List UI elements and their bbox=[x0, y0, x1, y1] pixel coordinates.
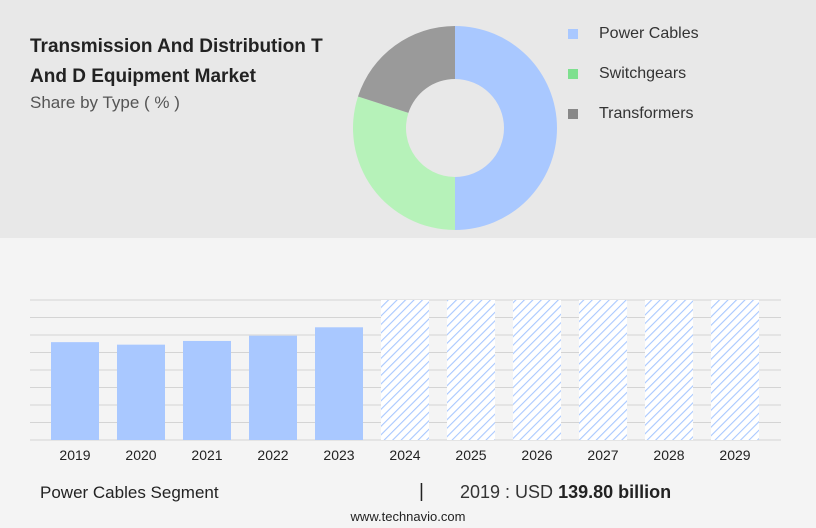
legend-item-switchgears: Switchgears bbox=[568, 54, 699, 94]
x-tick-label: 2026 bbox=[521, 447, 552, 463]
legend-label: Power Cables bbox=[599, 25, 699, 42]
forecast-bar-2026 bbox=[513, 300, 561, 440]
bar-2021 bbox=[183, 340, 231, 440]
x-tick-label: 2021 bbox=[191, 447, 222, 463]
chart-subtitle: Share by Type ( % ) bbox=[30, 93, 180, 112]
chart-title: Transmission And Distribution T And D Eq… bbox=[30, 36, 323, 87]
legend-swatch-switchgears bbox=[568, 69, 578, 79]
legend: Power Cables Switchgears Transformers bbox=[568, 14, 699, 134]
donut-slice-switchgears bbox=[353, 96, 455, 230]
forecast-bar-2025 bbox=[447, 300, 495, 440]
legend-label: Transformers bbox=[599, 105, 694, 122]
x-tick-label: 2023 bbox=[323, 447, 354, 463]
x-tick-label: 2022 bbox=[257, 447, 288, 463]
footer-value: 2019 : USD 139.80 billion bbox=[460, 482, 671, 503]
donut-slice-power-cables bbox=[455, 26, 557, 230]
forecast-bar-2029 bbox=[711, 300, 759, 440]
donut-slice-transformers bbox=[357, 25, 455, 113]
footer-value-prefix: 2019 : USD bbox=[460, 482, 559, 502]
legend-swatch-power-cables bbox=[568, 29, 578, 39]
bar-2022 bbox=[249, 335, 297, 440]
legend-swatch-transformers bbox=[568, 109, 578, 119]
x-tick-label: 2020 bbox=[125, 447, 156, 463]
footer-divider: | bbox=[419, 481, 424, 502]
footer-segment-label: Power Cables Segment bbox=[40, 483, 219, 502]
x-tick-label: 2029 bbox=[719, 447, 750, 463]
x-tick-label: 2019 bbox=[59, 447, 90, 463]
x-tick-label: 2025 bbox=[455, 447, 486, 463]
forecast-bar-2024 bbox=[381, 300, 429, 440]
donut-chart bbox=[353, 25, 557, 230]
legend-label: Switchgears bbox=[599, 65, 687, 82]
x-tick-label: 2028 bbox=[653, 447, 684, 463]
legend-item-transformers: Transformers bbox=[568, 94, 699, 134]
forecast-bar-2027 bbox=[579, 300, 627, 440]
bar-2020 bbox=[117, 344, 165, 440]
bar-chart: 2019 2020 2021 2022 2023 2024 2025 2026 2027 2028… bbox=[30, 299, 781, 463]
footer-value-amount: 139.80 billion bbox=[558, 482, 672, 502]
forecast-bar-2028 bbox=[645, 300, 693, 440]
bar-2023 bbox=[315, 327, 363, 440]
footer-url: www.technavio.com bbox=[350, 509, 466, 524]
x-tick-label: 2027 bbox=[587, 447, 618, 463]
bar-2019 bbox=[51, 342, 99, 440]
x-tick-label: 2024 bbox=[389, 447, 420, 463]
legend-item-power-cables: Power Cables bbox=[568, 14, 699, 54]
